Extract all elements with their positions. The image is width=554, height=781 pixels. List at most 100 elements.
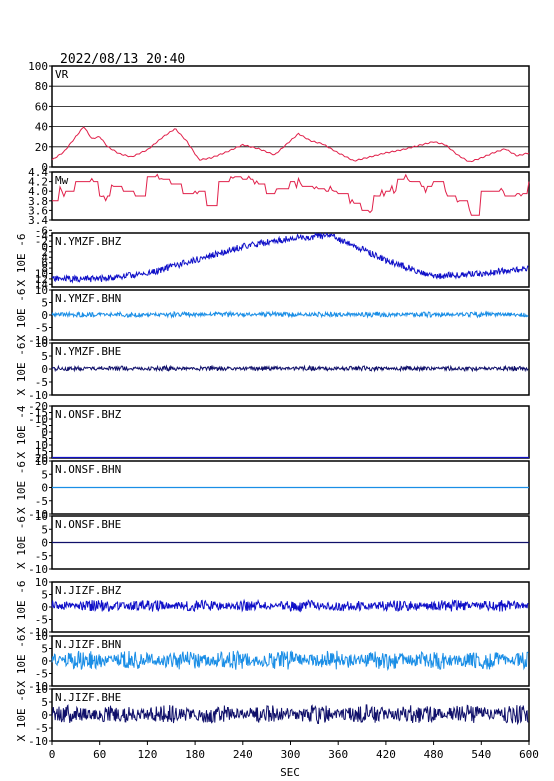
y-tick-label: 0 [41,655,48,668]
y-tick-label: 10 [35,284,48,297]
x-tick-label: 480 [424,748,444,761]
y-axis-label: X 10E -6 [15,343,28,396]
y-tick-label: -10 [28,680,48,693]
y-tick-label: 5 [41,468,48,481]
panel-label: N.ONSF.BHE [55,518,121,531]
y-tick-label: 3.6 [28,204,48,217]
y-tick-label: 0 [41,601,48,614]
x-axis-label: SEC [280,766,300,779]
panel-vr: 0 20 40 60 80 100 VR [28,60,530,174]
y-tick-label: -15 [28,407,48,420]
series-line [51,364,529,373]
y-tick-label: -10 [28,389,48,402]
y-tick-label: 8 [41,262,48,275]
y-tick-label: -5 [35,322,48,335]
series-line [51,598,529,613]
y-tick-label: 4.0 [28,185,48,198]
y-tick-label: -4 [35,230,49,243]
y-tick-label: 0 [41,426,48,439]
y-tick-label: 40 [35,121,48,134]
x-tick-label: 540 [471,748,491,761]
y-tick-label: -10 [28,334,48,347]
panel-frame [51,405,530,459]
y-axis-label: X 10E -6 [15,234,28,287]
y-tick-label: 15 [35,446,48,459]
y-tick-label: -6 [35,224,48,237]
x-tick-label: 240 [233,748,253,761]
panel-label: VR [55,68,69,81]
y-tick-label: -10 [28,413,48,426]
y-tick-label: -10 [28,626,48,639]
panel-label: N.ONSF.BHN [55,463,121,476]
x-tick-label: 420 [376,748,396,761]
series-line [51,649,529,672]
y-tick-label: -5 [35,420,48,433]
series-line [51,704,529,726]
y-tick-label: 0 [41,363,48,376]
y-tick-label: 20 [35,141,48,154]
y-axis-label: X 10E -6 [15,289,28,342]
y-tick-label: -5 [35,376,48,389]
panel-frame [51,171,530,221]
y-tick-label: 3.8 [28,195,48,208]
y-tick-label: -10 [28,508,48,521]
y-tick-label: 4.2 [28,176,48,189]
y-tick-label: 10 [35,576,48,589]
y-tick-label: 6 [41,257,48,270]
y-tick-label: 5 [41,643,48,656]
y-axis-label: X 10E -6 [15,581,28,634]
y-tick-label: 5 [41,297,48,310]
y-tick-label: -2 [35,235,48,248]
y-axis-label: X 10E -4 [15,405,28,458]
y-tick-label: 5 [41,523,48,536]
y-tick-label: 10 [35,439,48,452]
x-tick-label: 600 [519,748,539,761]
panel-label: N.ONSF.BHZ [55,408,122,421]
series-line [51,232,529,284]
y-tick-label: 20 [35,452,48,465]
timestamp-label: 2022/08/13 20:40 [60,52,185,67]
y-tick-label: 80 [35,80,48,93]
y-tick-label: 4 [41,251,48,264]
x-tick-label: 0 [49,748,56,761]
y-axis-label: X 10E -6 [15,461,28,514]
y-tick-label: 5 [41,433,48,446]
y-axis-label: X 10E -6 [15,689,28,742]
series-line [52,173,530,216]
panel-label: N.YMZF.BHN [55,292,121,305]
y-tick-label: -20 [28,400,48,413]
panel-label: N.YMZF.BHZ [55,235,122,248]
y-tick-label: 5 [41,589,48,602]
y-tick-label: 100 [28,60,48,73]
y-tick-label: -10 [28,563,48,576]
y-axis-label: X 10E -6 [15,635,28,688]
panel-group: 020406080100VR3.43.63.84.04.24.4Mw-6-4-2… [15,60,530,748]
y-tick-label: -5 [35,495,48,508]
panel-label: N.JIZF.BHN [55,638,121,651]
y-tick-label: 0 [41,161,48,174]
x-tick-label: 120 [137,748,157,761]
y-tick-label: 0 [41,482,48,495]
y-tick-label: -5 [35,668,48,681]
y-tick-label: 0 [41,309,48,322]
series-line [51,310,529,319]
panel-frame [51,65,530,168]
panel-label: N.JIZF.BHE [55,691,121,704]
x-tick-label: 60 [93,748,106,761]
y-tick-label: -5 [35,614,48,627]
panel-mw: 3.43.63.84.04.24.4 Mw [28,166,530,227]
y-tick-label: -5 [35,550,48,563]
y-tick-label: 10 [35,455,48,468]
y-tick-label: 3.4 [28,214,48,227]
y-tick-label: 0 [41,241,48,254]
